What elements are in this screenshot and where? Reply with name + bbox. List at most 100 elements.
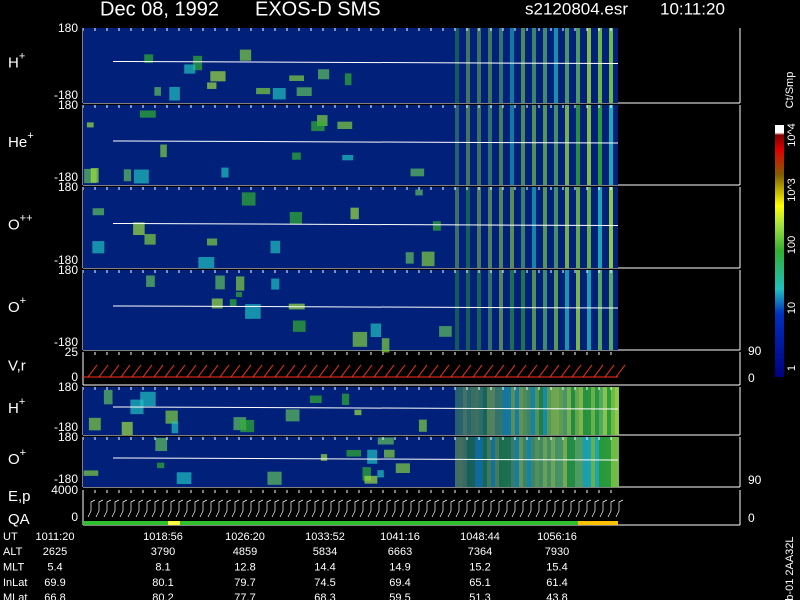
- cell: 12.8: [234, 562, 255, 574]
- panel-label: QA: [8, 511, 30, 528]
- spectrogram-stripe: [477, 187, 481, 268]
- spectrogram-patch: [133, 222, 145, 236]
- spectrogram-patch: [352, 331, 368, 347]
- spectrogram-patch: [415, 189, 423, 196]
- axis-bottom-label: -180: [54, 335, 78, 349]
- spectrogram-stripe: [511, 387, 515, 435]
- file: s2120804.esr: [525, 0, 628, 18]
- cell: 1018:56: [143, 531, 183, 543]
- spectrogram-stripe: [515, 387, 519, 435]
- spectrogram-stripe: [466, 28, 470, 103]
- spectrogram-patch: [240, 419, 255, 433]
- axis-bottom-label: -180: [54, 253, 78, 267]
- spectrogram-stripe: [609, 28, 613, 103]
- spectrogram-patch: [169, 86, 180, 101]
- panel-charge: +: [19, 396, 25, 408]
- spectrogram-stripe: [567, 387, 571, 435]
- spectrogram-stripe: [595, 437, 599, 487]
- spectrogram-stripe: [565, 187, 569, 268]
- spectrogram-stripe: [565, 28, 569, 103]
- time: 10:11:20: [660, 0, 725, 18]
- cell: 5.4: [47, 562, 62, 574]
- spectrogram-stripe: [483, 387, 487, 435]
- cell: 80.2: [152, 592, 173, 600]
- spectrogram-stripe: [466, 105, 470, 185]
- spectrogram-stripe: [491, 387, 495, 435]
- panel-name: He: [8, 134, 27, 151]
- panel-charge: +: [27, 130, 33, 142]
- spectrogram-patch: [270, 240, 281, 254]
- spectrogram-patch: [370, 323, 382, 338]
- spectrogram-stripe: [467, 437, 471, 487]
- spectrogram-stripe: [583, 437, 587, 487]
- spectrogram-patch: [346, 449, 362, 457]
- spectrogram-stripe: [532, 28, 536, 103]
- spectrogram-patch: [271, 278, 280, 290]
- spectrogram-stripe: [507, 437, 511, 487]
- trace: [112, 223, 619, 226]
- spectrogram-patch: [154, 87, 161, 96]
- spectrogram-stripe: [515, 437, 519, 487]
- spectrogram-stripe: [595, 387, 599, 435]
- spectrogram-stripe: [576, 105, 580, 185]
- spectrogram-stripe: [535, 387, 539, 435]
- spectrogram-stripe: [607, 437, 611, 487]
- spectrogram-stripe: [531, 387, 535, 435]
- axis-bottom-label: 0: [71, 370, 78, 384]
- spectrogram-stripe: [487, 437, 491, 487]
- axis-top-label: 25: [65, 345, 79, 359]
- spectrogram-stripe: [535, 437, 539, 487]
- spectrogram-patch: [139, 110, 156, 118]
- spectrogram-stripe: [599, 437, 603, 487]
- row-label: InLat: [3, 577, 27, 589]
- cell: 5834: [313, 546, 337, 558]
- spectrogram-patch: [121, 421, 133, 436]
- cell: 80.1: [152, 577, 173, 589]
- spectrogram-patch: [439, 326, 452, 337]
- colorbar-label: 10^3: [786, 178, 798, 202]
- spectrogram-patch: [362, 467, 371, 481]
- spectrogram-patch: [364, 475, 378, 484]
- spectrogram-stripe: [609, 270, 613, 350]
- spectrogram-stripe: [523, 437, 527, 487]
- spectrogram-stripe: [511, 437, 515, 487]
- qa-bar: [83, 521, 618, 525]
- spectrogram-patch: [86, 122, 94, 128]
- spectrogram-stripe: [587, 270, 591, 350]
- spectrogram-stripe: [519, 387, 523, 435]
- spectrogram-patch: [292, 320, 306, 332]
- spectrogram-patch: [272, 88, 286, 100]
- spectrogram-stripe: [609, 105, 613, 185]
- panel-name: O: [8, 299, 20, 316]
- spectrogram-stripe: [565, 105, 569, 185]
- spectrogram-stripe: [579, 437, 583, 487]
- cell: 14.9: [389, 562, 410, 574]
- spectrogram-stripe: [477, 270, 481, 350]
- spectrogram-patch: [285, 409, 300, 422]
- spectrogram-stripe: [543, 437, 547, 487]
- panel-name: E,p: [8, 488, 31, 505]
- spectrogram-patch: [267, 471, 282, 485]
- axis-top-label: 180: [58, 380, 78, 394]
- spectrogram-stripe: [611, 387, 615, 435]
- spectrogram-stripe: [567, 437, 571, 487]
- spectrogram-stripe: [559, 437, 563, 487]
- spectrogram: [83, 105, 618, 185]
- spectrogram-stripe: [591, 387, 595, 435]
- spectrogram-stripe: [521, 187, 525, 268]
- spectrogram-stripe: [463, 387, 467, 435]
- spectrogram-patch: [165, 410, 178, 424]
- spectrogram-stripe: [491, 437, 495, 487]
- cell: 2625: [43, 546, 67, 558]
- spectrogram-patch: [317, 69, 330, 80]
- cell: 1011:20: [36, 531, 75, 543]
- spectrogram-stripe: [547, 437, 551, 487]
- right-label: 90: [748, 344, 762, 358]
- axis-bottom-label: -180: [54, 170, 78, 184]
- spectrogram-stripe: [532, 270, 536, 350]
- spectrogram-stripe: [559, 387, 563, 435]
- spectrogram-patch: [320, 454, 328, 461]
- colorbar-label: 10^4: [786, 123, 798, 147]
- spectrogram-stripe: [488, 28, 492, 103]
